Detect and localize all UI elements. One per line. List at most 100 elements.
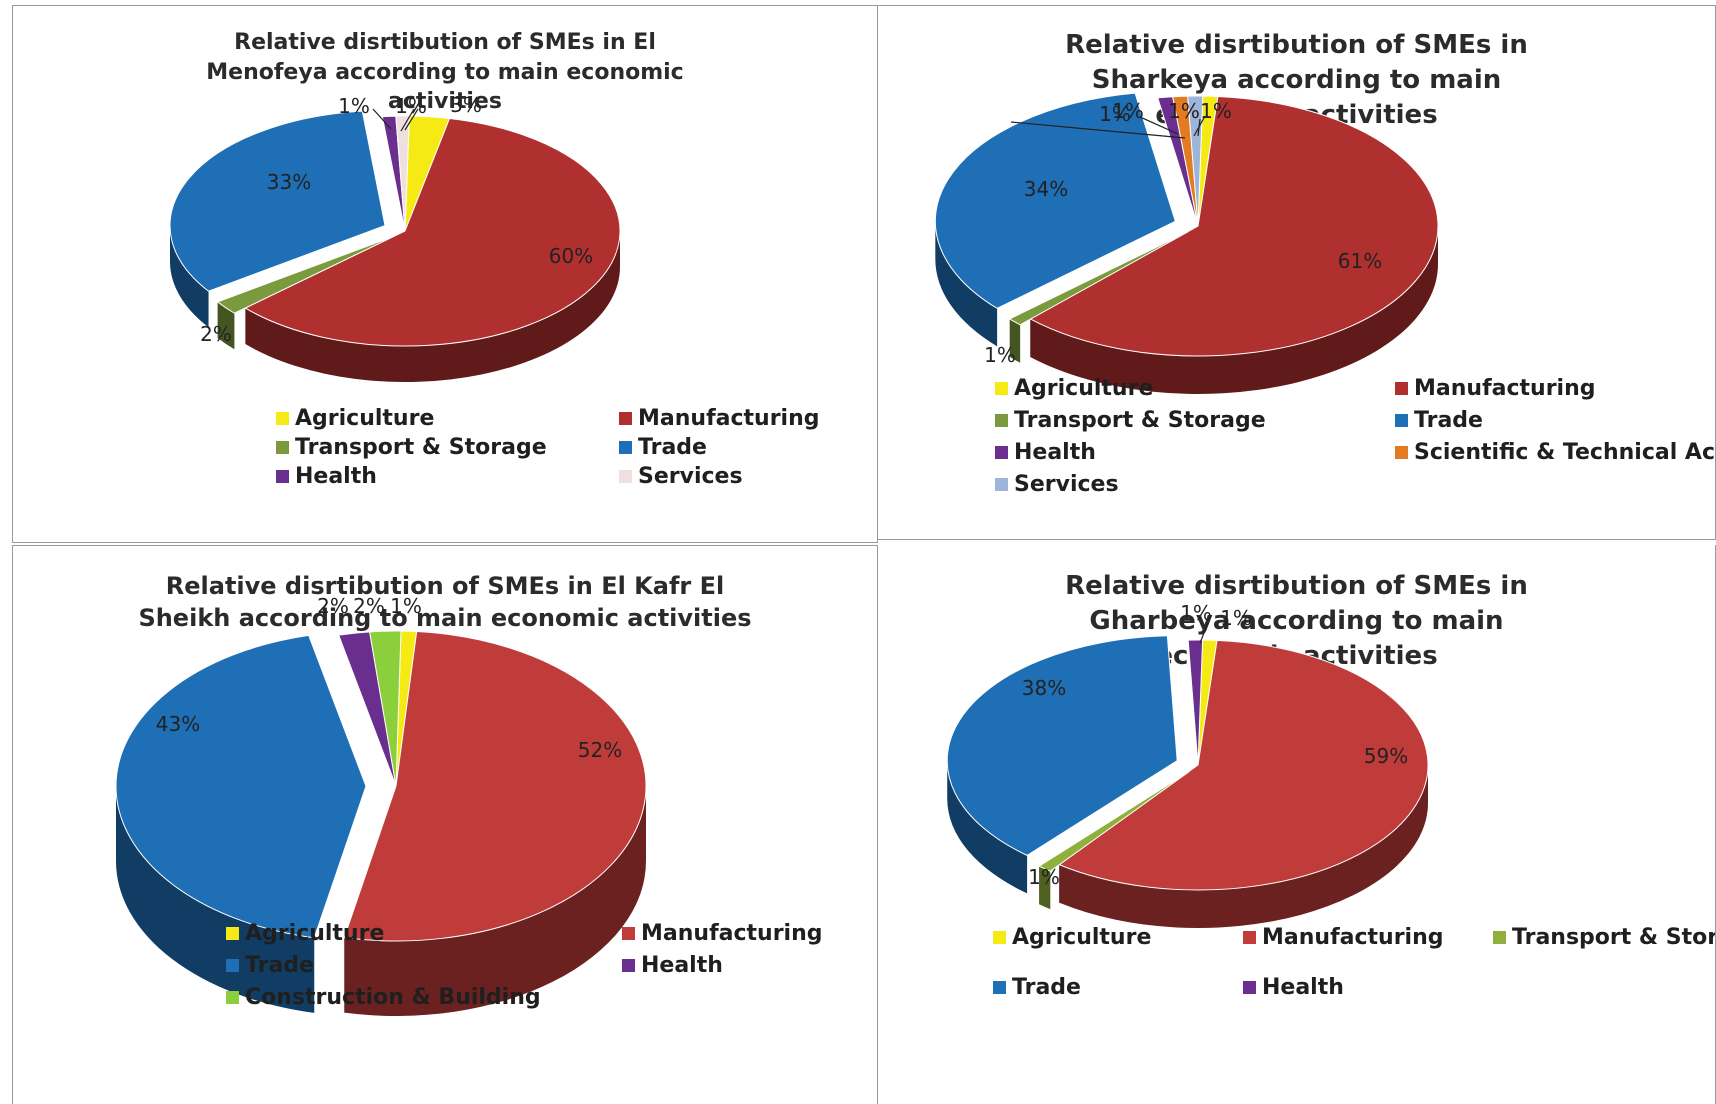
legend-swatch (1493, 931, 1506, 944)
chart-title: Relative disrtibution of SMEs in Sharkey… (1065, 30, 1528, 131)
data-label-services: 1% (395, 94, 427, 118)
pie-slice-health (1187, 639, 1204, 766)
legend-label: Trade (638, 435, 707, 460)
legend-label: Agriculture (1012, 925, 1152, 950)
label-leader-line (1199, 622, 1209, 644)
legend-swatch (226, 991, 239, 1004)
data-label-services: 1% (1168, 99, 1200, 123)
legend-swatch (619, 470, 632, 483)
data-label-agriculture: 3% (450, 93, 482, 117)
legend-item-construction-and-building: Construction & Building (226, 985, 541, 1010)
pie-slice-side-transport-and-storage (217, 301, 235, 350)
pie-slice-manufacturing (343, 631, 647, 942)
pie-slice-side-transport-and-storage (1039, 866, 1051, 910)
legend-item-services: Services (619, 464, 743, 489)
legend-swatch (995, 478, 1008, 491)
legend-label: Health (1262, 975, 1344, 1000)
chart-legend: Agriculture Manufacturing Transport & Stor… (13, 6, 877, 542)
legend-swatch (1243, 981, 1256, 994)
legend-label: Trade (1414, 408, 1483, 433)
legend-swatch (276, 441, 289, 454)
chart-panel-sharkeya: Relative disrtibution of SMEs in Sharkey… (877, 5, 1716, 540)
legend-swatch (995, 446, 1008, 459)
legend-swatch (1395, 414, 1408, 427)
legend-item-transport-and-storage: Transport & Storage (1493, 925, 1715, 950)
chart-panel-el-menofeya: Relative disrtibution of SMEs in El Meno… (12, 5, 878, 543)
legend-swatch (226, 959, 239, 972)
legend-item-trade: Trade (1395, 408, 1483, 433)
data-label-trade: 33% (267, 170, 311, 194)
legend-item-manufacturing: Manufacturing (619, 406, 820, 431)
pie-slice-manufacturing (1029, 95, 1439, 357)
pie-slice-side-manufacturing (1030, 226, 1438, 394)
legend-item-health: Health (622, 953, 723, 978)
legend-label: Agriculture (295, 406, 435, 431)
chart-panel-gharbeya: Relative disrtibution of SMEs in Gharbey… (877, 545, 1716, 1104)
legend-label: Transport & Storage (1512, 925, 1715, 950)
legend-item-trade: Trade (993, 975, 1081, 1000)
data-label-agriculture: 1% (1200, 99, 1232, 123)
legend-item-services: Services (995, 472, 1119, 497)
legend-label: Trade (1012, 975, 1081, 1000)
data-label-scientific-and-technical-act: 1% (1099, 102, 1131, 126)
legend-label: Health (1014, 440, 1096, 465)
legend-swatch (995, 382, 1008, 395)
legend-item-trade: Trade (226, 953, 314, 978)
chart-legend: Agriculture Manufacturing Transport & Stor… (878, 6, 1716, 539)
data-label-construction-and-building: 2% (353, 594, 385, 618)
legend-swatch (622, 927, 635, 940)
legend-item-agriculture: Agriculture (276, 406, 434, 431)
pie-slice-transport-and-storage (1038, 771, 1190, 872)
legend-label: Transport & Storage (295, 435, 547, 460)
chart-panel-el-kafr-el-sheikh: Relative disrtibution of SMEs in El Kafr… (12, 545, 878, 1104)
label-leader-line (404, 108, 419, 131)
legend-label: Construction & Building (245, 985, 541, 1010)
pie-slice-trade (946, 635, 1178, 856)
data-label-trade: 38% (1022, 676, 1066, 700)
chart-title: Relative disrtibution of SMEs in El Meno… (206, 30, 684, 115)
legend-swatch (619, 412, 632, 425)
legend-swatch (276, 412, 289, 425)
legend-label: Trade (245, 953, 314, 978)
legend-label: Manufacturing (638, 406, 820, 431)
legend-label: Manufacturing (1414, 376, 1596, 401)
legend-item-manufacturing: Manufacturing (1243, 925, 1444, 950)
legend-swatch (226, 927, 239, 940)
legend-swatch (1395, 446, 1408, 459)
legend-item-transport-and-storage: Transport & Storage (276, 435, 547, 460)
pie-slice-side-transport-and-storage (1009, 318, 1021, 363)
legend-swatch (995, 414, 1008, 427)
legend-label: Agriculture (245, 921, 385, 946)
legend-label: Agriculture (1014, 376, 1154, 401)
legend-label: Services (1014, 472, 1119, 497)
pie-slice-side-manufacturing (1059, 765, 1428, 928)
legend-label: Manufacturing (641, 921, 823, 946)
legend-item-transport-and-storage: Transport & Storage (995, 408, 1266, 433)
legend-swatch (993, 981, 1006, 994)
pie-slice-side-manufacturing (245, 231, 620, 382)
legend-item-manufacturing: Manufacturing (622, 921, 823, 946)
legend-swatch (619, 441, 632, 454)
data-label-agriculture: 1% (390, 594, 422, 618)
pie-chart-gharbeya: 1% 59% 1% 38% 1% (946, 601, 1429, 928)
legend-item-manufacturing: Manufacturing (1395, 376, 1596, 401)
pie-slice-manufacturing (244, 117, 621, 347)
legend-label: Transport & Storage (1014, 408, 1266, 433)
legend-label: Scientific & Technical Act. (1414, 440, 1716, 465)
pie-slice-trade (115, 634, 367, 939)
pie-slice-side-manufacturing (344, 786, 646, 1016)
legend-item-health: Health (276, 464, 377, 489)
pie-slice-side-trade (116, 786, 315, 1013)
pie-slice-manufacturing (1058, 639, 1429, 891)
label-leader-line (1010, 121, 1186, 139)
data-label-agriculture: 1% (1220, 606, 1252, 630)
data-label-manufacturing: 61% (1338, 249, 1382, 273)
legend-label: Health (641, 953, 723, 978)
legend-item-trade: Trade (619, 435, 707, 460)
legend-item-health: Health (1243, 975, 1344, 1000)
pie-chart-el-menofeya: 3% 60% 2% 33% 1% 1% (169, 93, 621, 382)
legend-item-agriculture: Agriculture (995, 376, 1153, 401)
data-label-manufacturing: 59% (1364, 744, 1408, 768)
legend-label: Health (295, 464, 377, 489)
pie-chart-el-kafr-el-sheikh: 1% 52% 43% 2% 2% (115, 594, 647, 1016)
